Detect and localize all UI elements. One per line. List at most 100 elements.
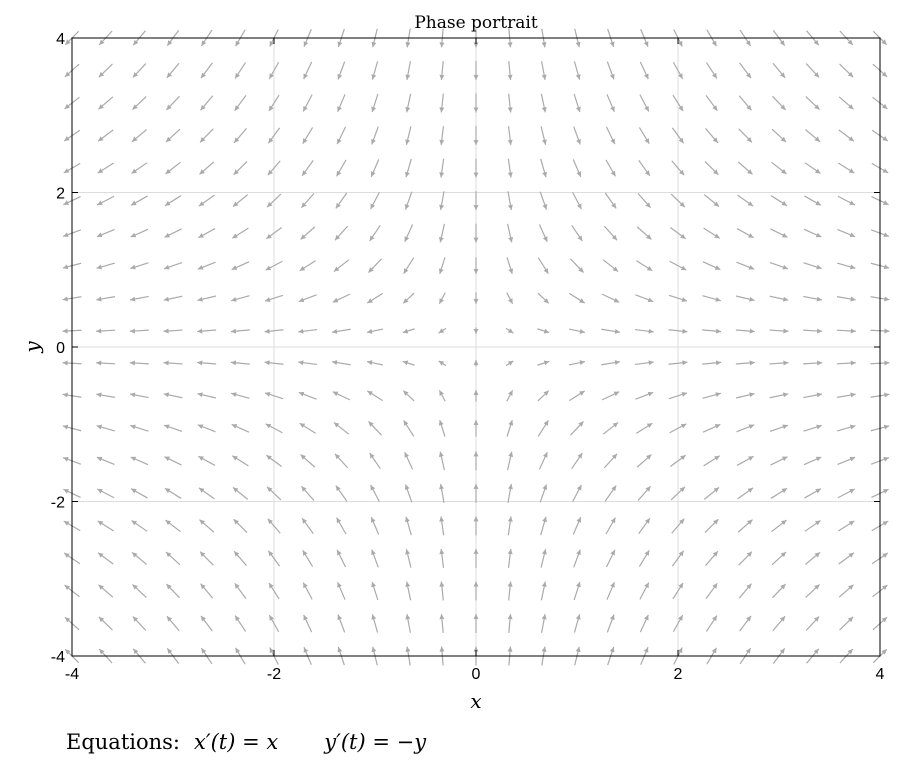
arrow-head — [473, 581, 479, 587]
arrow-head — [614, 328, 621, 334]
arrow-head — [507, 548, 513, 555]
arrow-head — [439, 516, 445, 522]
arrow-head — [679, 518, 685, 525]
arrow-head — [646, 454, 652, 460]
field-arrow — [573, 61, 581, 80]
arrow-head — [130, 264, 136, 270]
arrow-head — [575, 41, 581, 48]
arrow-head — [367, 360, 373, 366]
arrow-head — [164, 424, 170, 430]
arrow-head — [332, 391, 339, 397]
arrow-head — [473, 107, 479, 113]
arrow-head — [609, 41, 615, 48]
arrow-head — [198, 233, 204, 238]
field-arrow — [300, 485, 315, 501]
arrow-head — [439, 204, 445, 210]
field-arrow — [836, 360, 856, 366]
arrow-head — [848, 104, 854, 110]
arrow-head — [882, 489, 889, 494]
arrow-head — [645, 486, 651, 492]
field-arrow — [473, 548, 479, 568]
arrow-head — [508, 236, 514, 243]
field-arrow — [233, 518, 248, 534]
field-arrow — [702, 328, 722, 334]
arrow-head — [133, 648, 139, 655]
arrow-head — [714, 455, 720, 461]
field-arrow — [568, 390, 586, 402]
arrow-head — [848, 520, 855, 526]
arrow-head — [848, 584, 854, 590]
field-arrow — [130, 488, 148, 499]
arrow-head — [882, 521, 889, 526]
arrow-head — [782, 392, 789, 398]
field-arrow — [537, 257, 549, 275]
field-arrow — [268, 61, 280, 80]
arrow-head — [677, 647, 683, 654]
arrow-head — [542, 236, 548, 242]
field-arrow — [804, 551, 821, 565]
arrow-head — [133, 39, 139, 46]
field-arrow — [164, 487, 182, 499]
field-arrow — [234, 62, 247, 79]
field-arrow — [266, 486, 282, 501]
arrow-head — [199, 519, 205, 525]
field-arrow — [738, 583, 752, 599]
arrow-head — [301, 202, 307, 208]
arrow-head — [644, 105, 649, 112]
field-arrow — [571, 452, 583, 470]
field-arrow — [333, 259, 350, 273]
arrow-head — [404, 484, 410, 490]
field-arrow — [703, 227, 721, 239]
arrow-head — [611, 234, 618, 241]
field-arrow — [737, 161, 753, 175]
arrow-head — [165, 136, 172, 142]
field-arrow — [166, 95, 180, 111]
x-tick-label: -2 — [267, 666, 281, 683]
field-arrow — [735, 295, 755, 302]
field-arrow — [199, 519, 215, 533]
field-arrow — [736, 455, 754, 466]
arrow-head — [646, 265, 653, 271]
arrow-head — [369, 235, 375, 242]
field-arrow — [769, 392, 789, 399]
field-arrow — [301, 517, 314, 534]
field-arrow — [705, 95, 718, 112]
field-arrow — [671, 518, 685, 534]
arrow-head — [334, 453, 341, 460]
arrow-head — [783, 360, 789, 366]
arrow-head — [781, 488, 788, 494]
arrow-head — [197, 265, 204, 270]
arrow-head — [647, 297, 654, 303]
field-arrow — [98, 584, 114, 598]
field-arrow — [402, 328, 415, 334]
arrow-head — [814, 552, 821, 558]
arrow-head — [371, 614, 377, 620]
field-arrow — [369, 452, 381, 470]
field-arrow — [669, 227, 687, 240]
arrow-head — [507, 139, 513, 146]
field-arrow — [298, 294, 317, 303]
field-arrow — [803, 262, 822, 270]
field-arrow — [506, 419, 514, 437]
field-arrow — [672, 614, 684, 633]
arrow-head — [613, 391, 620, 397]
arrow-head — [96, 232, 103, 238]
arrow-head — [715, 360, 722, 366]
arrow-head — [849, 264, 856, 270]
arrow-head — [235, 40, 241, 47]
field-arrow — [405, 581, 412, 601]
arrow-head — [780, 136, 787, 142]
field-arrow — [473, 613, 479, 633]
field-arrow — [572, 191, 582, 210]
arrow-head — [197, 424, 204, 429]
arrow-head — [369, 452, 375, 459]
arrow-head — [337, 73, 343, 80]
field-arrow — [473, 327, 479, 334]
arrow-head — [507, 107, 513, 113]
arrow-head — [746, 551, 752, 557]
arrow-head — [748, 424, 755, 429]
arrow-head — [268, 550, 274, 557]
arrow-head — [303, 614, 309, 621]
field-arrow — [231, 261, 250, 271]
arrow-head — [848, 552, 854, 558]
